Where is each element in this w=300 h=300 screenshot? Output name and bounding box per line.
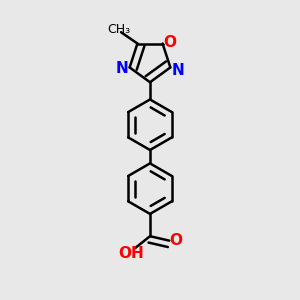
Text: N: N (116, 61, 129, 76)
Text: N: N (171, 63, 184, 78)
Text: O: O (169, 232, 182, 247)
Text: CH₃: CH₃ (107, 23, 130, 36)
Text: OH: OH (119, 246, 144, 261)
Text: O: O (164, 34, 176, 50)
